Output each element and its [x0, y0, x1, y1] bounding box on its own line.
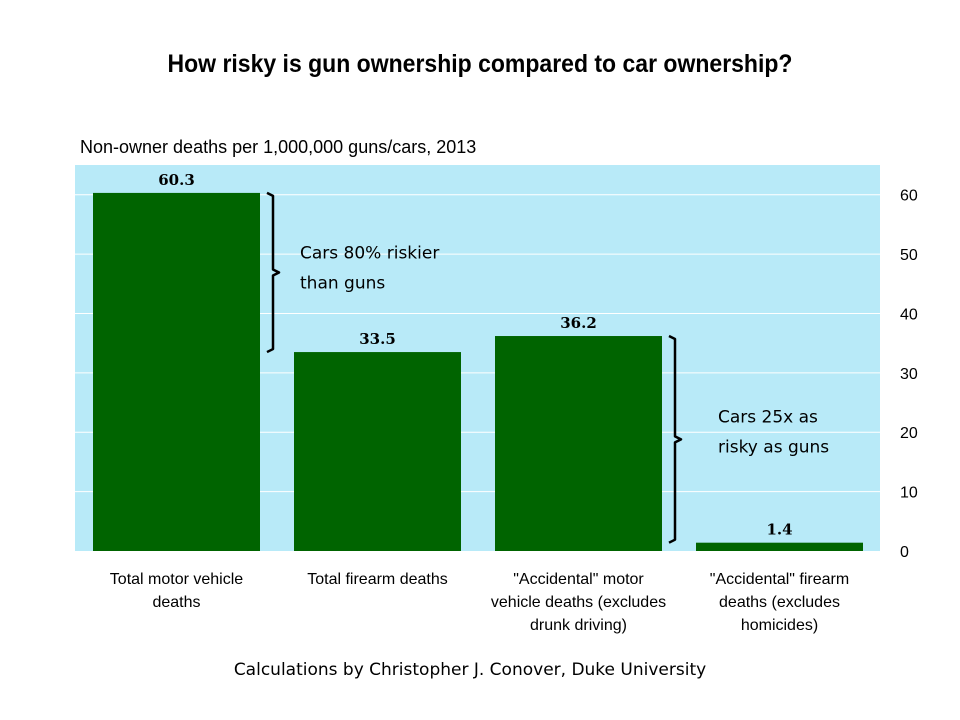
x-tick-label: drunk driving)	[530, 617, 627, 634]
bracket	[266, 191, 281, 354]
credit-note: Calculations by Christopher J. Conover, …	[233, 660, 707, 680]
x-tick-label: Total firearm deaths	[307, 571, 448, 588]
x-tick-label: Total motor vehicle	[110, 571, 243, 588]
chart-subtitle: Non-owner deaths per 1,000,000 guns/cars…	[80, 137, 477, 157]
data-label: 33.5	[359, 330, 396, 348]
x-tick-label: homicides)	[741, 617, 818, 634]
y-tick-label: 60	[900, 188, 918, 205]
y-tick-label: 40	[900, 306, 918, 323]
data-label: 60.3	[158, 171, 195, 189]
y-tick-label: 30	[900, 366, 918, 383]
y-tick-label: 50	[900, 247, 918, 264]
bar	[93, 192, 260, 551]
bar	[696, 542, 863, 551]
x-tick-label: deaths	[152, 594, 200, 611]
y-tick-label: 10	[900, 485, 918, 502]
annotation-text: Cars 80% riskier	[300, 243, 439, 263]
data-label: 1.4	[766, 521, 792, 539]
chart-title: How risky is gun ownership compared to c…	[167, 50, 793, 78]
data-label: 36.2	[560, 314, 597, 332]
bar	[495, 336, 662, 551]
annotation-text: risky as guns	[718, 437, 829, 457]
bar	[294, 352, 461, 551]
x-tick-label: "Accidental" firearm	[710, 571, 849, 588]
x-tick-label: "Accidental" motor	[513, 571, 644, 588]
x-tick-label: vehicle deaths (excludes	[491, 594, 666, 611]
y-tick-label: 0	[900, 544, 909, 561]
x-tick-label: deaths (excludes	[719, 594, 840, 611]
bracket	[668, 334, 683, 544]
annotation-text: Cars 25x as	[718, 407, 818, 427]
annotation-text: than guns	[300, 273, 385, 293]
y-tick-label: 20	[900, 425, 918, 442]
